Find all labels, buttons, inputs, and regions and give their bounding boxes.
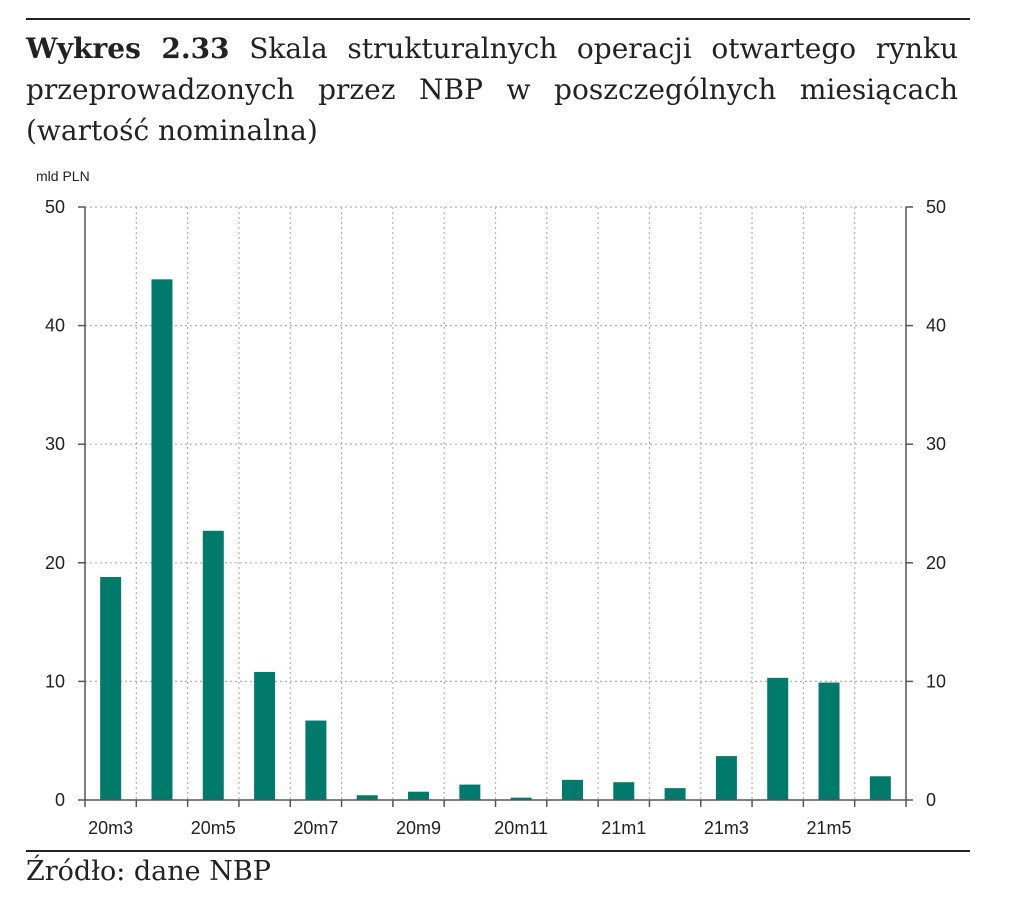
y-tick-label-right: 30 (926, 434, 946, 454)
x-tick-label-20m7: 20m7 (293, 818, 338, 838)
bar-20m8 (356, 795, 378, 800)
caption-text: Skala strukturalnych operacji otwartego … (26, 32, 958, 147)
bars (100, 279, 891, 800)
caption-number: Wykres 2.33 (26, 32, 230, 65)
y-tick-label-right: 10 (926, 671, 946, 691)
chart-caption: Wykres 2.33 Skala strukturalnych operacj… (26, 28, 958, 151)
x-tick-label-20m3: 20m3 (88, 818, 133, 838)
x-tick-label-20m11: 20m11 (494, 818, 548, 838)
x-tick-label-20m5: 20m5 (191, 818, 236, 838)
bar-20m4 (151, 279, 173, 800)
bar-20m10 (459, 784, 481, 800)
y-tick-label-left: 30 (45, 434, 65, 454)
y-tick-label-left: 20 (45, 553, 65, 573)
bar-21m2 (664, 788, 686, 800)
y-tick-label-left: 10 (45, 671, 65, 691)
top-rule (26, 18, 970, 20)
x-tick-label-21m3: 21m3 (704, 818, 749, 838)
bar-21m4 (767, 677, 789, 800)
y-tick-label-right: 20 (926, 553, 946, 573)
x-tick-label-21m1: 21m1 (601, 818, 646, 838)
y-tick-label-left: 50 (45, 197, 65, 217)
bottom-rule (26, 850, 970, 852)
bar-20m6 (254, 671, 276, 800)
axes: 0 0 10 10 20 20 30 30 40 40 50 50 20m3 20m5 20m7 20m9 20… (45, 197, 946, 838)
bar-21m3 (715, 756, 737, 800)
bar-20m7 (305, 720, 327, 800)
bar-20m5 (202, 530, 224, 800)
y-tick-label-right: 40 (926, 316, 946, 336)
x-tick-label-21m5: 21m5 (807, 818, 852, 838)
bar-20m9 (408, 791, 430, 800)
bar-20m12 (561, 779, 583, 800)
source-note: Źródło: dane NBP (26, 856, 271, 887)
y-tick-label-left: 40 (45, 316, 65, 336)
bar-20m3 (100, 577, 122, 800)
y-tick-label-right: 0 (926, 790, 936, 810)
x-tick-label-20m9: 20m9 (396, 818, 441, 838)
bar-21m1 (613, 782, 635, 800)
bar-20m11 (510, 797, 532, 800)
bar-21m5 (818, 682, 840, 800)
bar-21m6 (869, 776, 891, 800)
y-axis-unit-label: mld PLN (36, 168, 90, 184)
y-tick-label-right: 50 (926, 197, 946, 217)
y-tick-label-left: 0 (55, 790, 65, 810)
